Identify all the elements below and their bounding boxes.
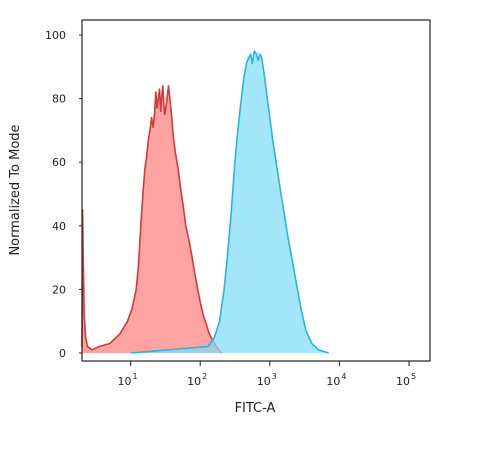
plot-frame (81, 19, 431, 362)
x-tick-label: 104 (326, 372, 346, 388)
y-tick-label: 40 (52, 220, 66, 233)
tick-layer: 0 20 40 60 80 100 101 102 103 104 105 (45, 29, 416, 388)
y-tick-label: 100 (45, 29, 66, 42)
x-tick-label: 103 (257, 372, 277, 388)
x-tick-label: 105 (396, 372, 416, 388)
y-tick-label: 60 (52, 156, 66, 169)
y-tick-label: 80 (52, 93, 66, 106)
histogram-series-2-line (130, 50, 329, 354)
series-layer (81, 50, 329, 354)
x-axis-label: FITC-A (235, 401, 276, 416)
y-axis-label: Normalized To Mode (8, 124, 23, 255)
histogram-series-1-fill (82, 85, 222, 354)
x-tick-label: 102 (187, 372, 207, 388)
y-tick-label: 20 (52, 283, 66, 296)
x-tick-label: 101 (118, 372, 138, 388)
y-tick-label: 0 (59, 347, 66, 360)
histogram-series-2-fill (130, 50, 329, 354)
histogram-series-1-line (81, 85, 222, 354)
